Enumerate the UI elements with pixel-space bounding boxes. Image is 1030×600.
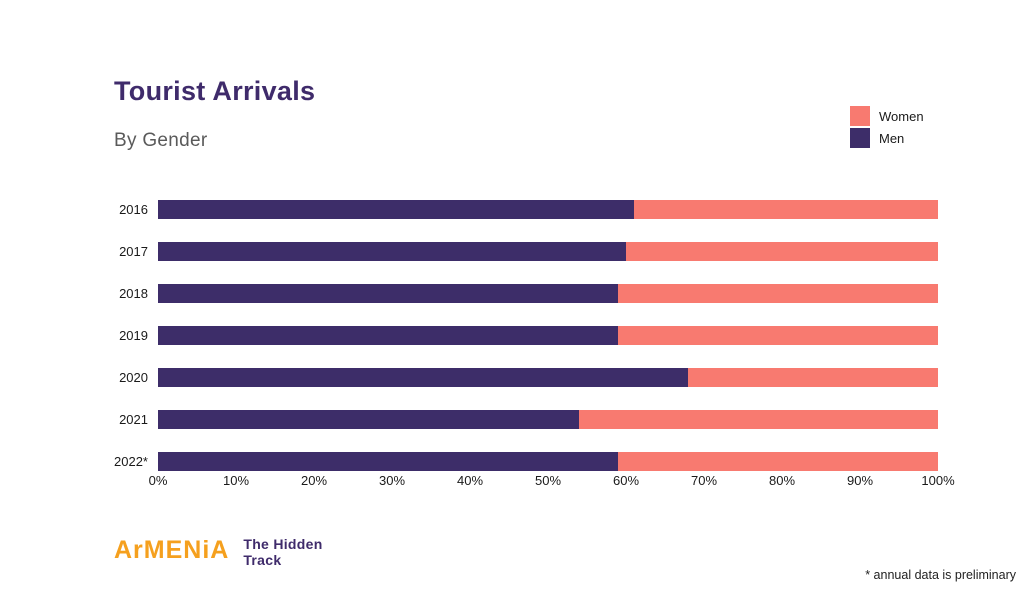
bar-row: 2017	[103, 230, 938, 272]
bar-segment-men	[158, 241, 626, 261]
logo-tagline-line1: The Hidden	[243, 536, 323, 552]
bar-segment-women	[626, 241, 938, 261]
chart-rows: 2016 2017 2018 2019 2020 2021 2022*	[103, 188, 938, 482]
stacked-bar	[158, 241, 938, 261]
x-axis-tick: 70%	[690, 473, 718, 488]
page-subtitle: By Gender	[114, 130, 208, 151]
stacked-bar	[158, 409, 938, 429]
bar-row: 2018	[103, 272, 938, 314]
legend-item-men: Men	[850, 127, 924, 149]
y-axis-label: 2017	[119, 243, 148, 259]
stacked-bar	[158, 199, 938, 219]
bar-row: 2019	[103, 314, 938, 356]
bar-segment-men	[158, 199, 634, 219]
y-axis-label: 2019	[119, 327, 148, 343]
stacked-bar	[158, 283, 938, 303]
bar-segment-women	[688, 367, 938, 387]
y-axis-label: 2022*	[114, 453, 148, 469]
y-axis-label: 2018	[119, 285, 148, 301]
bar-row: 2016	[103, 188, 938, 230]
y-axis-label: 2021	[119, 411, 148, 427]
legend-swatch-men	[850, 128, 870, 148]
x-axis-tick: 60%	[612, 473, 640, 488]
footnote: * annual data is preliminary	[865, 568, 1016, 582]
logo-tagline: The Hidden Track	[243, 536, 322, 568]
x-axis-tick: 50%	[534, 473, 562, 488]
x-axis-tick: 10%	[222, 473, 250, 488]
legend-label: Men	[879, 130, 905, 146]
bar-segment-men	[158, 283, 619, 303]
stacked-bar	[158, 451, 938, 471]
page-title: Tourist Arrivals	[114, 76, 316, 106]
bar-segment-women	[618, 283, 938, 303]
logo-wordmark: ArMENiA	[114, 536, 230, 564]
y-axis-label: 2020	[119, 369, 148, 385]
x-axis-tick: 0%	[148, 473, 168, 488]
bar-row: 2021	[103, 398, 938, 440]
bar-segment-men	[158, 451, 619, 471]
bar-segment-women	[579, 409, 938, 429]
x-axis-tick: 30%	[378, 473, 406, 488]
stacked-bar	[158, 367, 938, 387]
x-axis-tick: 40%	[456, 473, 484, 488]
bar-segment-men	[158, 367, 689, 387]
bar-segment-women	[618, 451, 938, 471]
brand-logo: ArMENiA The Hidden Track	[114, 536, 323, 568]
stacked-bar	[158, 325, 938, 345]
x-axis: 0% 10% 20% 30% 40% 50% 60% 70% 80% 90% 100%	[149, 473, 955, 491]
y-axis-label: 2016	[119, 201, 148, 217]
bar-segment-women	[633, 199, 938, 219]
bar-segment-men	[158, 325, 619, 345]
x-axis-tick: 100%	[921, 473, 955, 488]
x-axis-tick: 80%	[768, 473, 796, 488]
bar-segment-women	[618, 325, 938, 345]
legend-item-women: Women	[850, 105, 924, 127]
x-axis-tick: 90%	[846, 473, 874, 488]
x-axis-tick: 20%	[300, 473, 328, 488]
legend-swatch-women	[850, 106, 870, 126]
bar-row: 2022*	[103, 440, 938, 482]
legend: Women Men	[850, 105, 924, 149]
logo-tagline-line2: Track	[243, 552, 282, 569]
bar-row: 2020	[103, 356, 938, 398]
bar-segment-men	[158, 409, 580, 429]
legend-label: Women	[879, 108, 924, 124]
